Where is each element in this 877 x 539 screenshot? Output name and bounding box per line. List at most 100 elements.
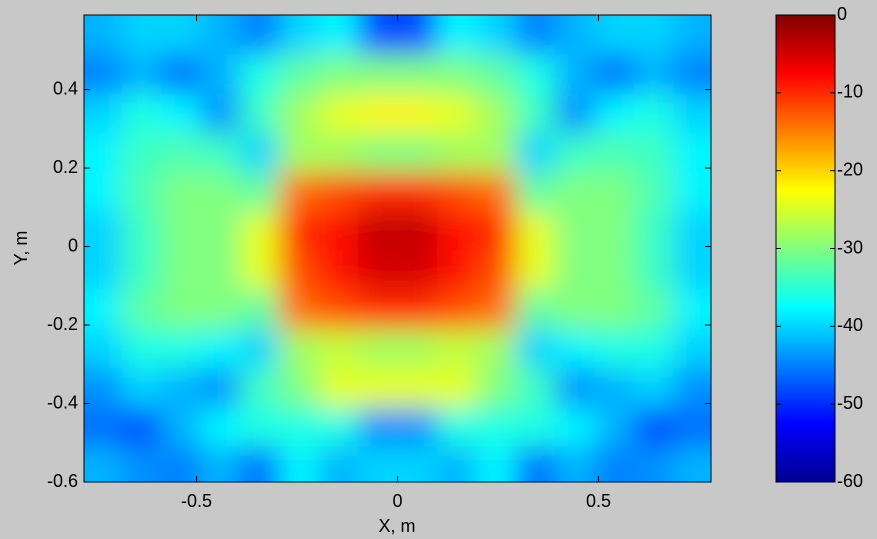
heatmap-cell bbox=[279, 211, 320, 251]
heatmap-cell bbox=[318, 289, 359, 330]
heatmap-cell bbox=[436, 368, 477, 408]
heatmap-cell bbox=[239, 54, 280, 94]
heatmap-cell bbox=[279, 368, 320, 408]
heatmap-cell bbox=[673, 15, 711, 55]
heatmap-cell bbox=[555, 132, 595, 173]
heatmap-cell bbox=[84, 368, 123, 408]
heatmap-cell bbox=[84, 93, 123, 134]
heatmap-cell bbox=[555, 446, 595, 482]
heatmap-cell bbox=[239, 328, 280, 369]
heatmap-cell bbox=[239, 289, 280, 330]
heatmap-cell bbox=[358, 328, 398, 369]
heatmap-cell bbox=[436, 407, 477, 448]
heatmap-cell bbox=[200, 54, 241, 94]
heatmap-cell bbox=[436, 132, 477, 173]
y-tick-label: -0.6 bbox=[47, 471, 78, 491]
heatmap-cell bbox=[555, 54, 595, 94]
heatmap-cell bbox=[633, 250, 674, 291]
heatmap-cell bbox=[515, 407, 556, 448]
y-tick-label: 0.4 bbox=[53, 78, 78, 98]
heatmap-cell bbox=[594, 211, 635, 251]
heatmap-cell bbox=[515, 54, 556, 94]
heatmap-cell bbox=[594, 289, 635, 330]
heatmap-cell bbox=[279, 171, 320, 212]
heatmap-cell bbox=[515, 250, 556, 291]
heatmap-cell bbox=[515, 15, 556, 55]
heatmap-cell bbox=[161, 211, 202, 251]
heatmap-cell bbox=[397, 15, 438, 55]
heatmap-cell bbox=[397, 328, 438, 369]
heatmap-cell bbox=[476, 407, 517, 448]
colorbar-tick-label: 0 bbox=[837, 4, 847, 24]
heatmap-cell bbox=[436, 171, 477, 212]
heatmap-cell bbox=[594, 171, 635, 212]
heatmap-cell bbox=[673, 407, 711, 448]
heatmap-cell bbox=[594, 328, 635, 369]
y-tick-label: -0.2 bbox=[47, 314, 78, 334]
heatmap-cell bbox=[84, 132, 123, 173]
heatmap-cell bbox=[161, 328, 202, 369]
heatmap-cell bbox=[279, 54, 320, 94]
heatmap-cell bbox=[84, 15, 123, 55]
heatmap-cell bbox=[515, 328, 556, 369]
heatmap-cell bbox=[633, 93, 674, 134]
heatmap-cell bbox=[318, 250, 359, 291]
heatmap-cell bbox=[397, 93, 438, 134]
y-tick-label: 0.2 bbox=[53, 157, 78, 177]
heatmap-cell bbox=[84, 446, 123, 482]
heatmap-cell bbox=[436, 54, 477, 94]
heatmap-cell bbox=[318, 446, 359, 482]
heatmap-cell bbox=[279, 15, 320, 55]
heatmap-cell bbox=[436, 93, 477, 134]
heatmap-cell bbox=[239, 93, 280, 134]
x-tick-label: -0.5 bbox=[181, 491, 212, 511]
heatmap-cell bbox=[318, 171, 359, 212]
heatmap-cell bbox=[161, 93, 202, 134]
heatmap-cell bbox=[476, 250, 517, 291]
heatmap-cell bbox=[555, 93, 595, 134]
heatmap-cell bbox=[555, 407, 595, 448]
heatmap-cell bbox=[673, 250, 711, 291]
heatmap-cell bbox=[594, 93, 635, 134]
heatmap-cell bbox=[200, 328, 241, 369]
heatmap-cell bbox=[239, 15, 280, 55]
heatmap-cell bbox=[397, 368, 438, 408]
heatmap-cell bbox=[397, 446, 438, 482]
heatmap-cell bbox=[84, 54, 123, 94]
heatmap-cell bbox=[318, 368, 359, 408]
heatmap-cell bbox=[594, 15, 635, 55]
heatmap-cell bbox=[515, 446, 556, 482]
heatmap-cell bbox=[161, 368, 202, 408]
heatmap-cell bbox=[476, 211, 517, 251]
heatmap-cell bbox=[673, 328, 711, 369]
heatmap-cell bbox=[594, 446, 635, 482]
colorbar-tick-label: -50 bbox=[837, 393, 863, 413]
heatmap-cell bbox=[200, 132, 241, 173]
heatmap-cell bbox=[397, 407, 438, 448]
heatmap-cell bbox=[515, 132, 556, 173]
heatmap-cell bbox=[121, 250, 162, 291]
heatmap-cell bbox=[200, 211, 241, 251]
heatmap-cell bbox=[633, 407, 674, 448]
heatmap-cell bbox=[594, 250, 635, 291]
heatmap-cell bbox=[84, 289, 123, 330]
heatmap-cell bbox=[673, 446, 711, 482]
y-tick-label: 0 bbox=[68, 235, 78, 255]
heatmap-cell bbox=[358, 368, 398, 408]
heatmap-cell bbox=[436, 446, 477, 482]
heatmap-cell bbox=[594, 132, 635, 173]
heatmap-cell bbox=[397, 250, 438, 291]
heatmap-cell bbox=[84, 328, 123, 369]
heatmap-cell bbox=[673, 211, 711, 251]
heatmap-cell bbox=[279, 289, 320, 330]
heatmap-cell bbox=[279, 93, 320, 134]
heatmap-cell bbox=[436, 15, 477, 55]
colorbar bbox=[775, 14, 836, 483]
heatmap-cell bbox=[476, 368, 517, 408]
heatmap-cell bbox=[358, 446, 398, 482]
heatmap-cell bbox=[436, 328, 477, 369]
colorbar-tick-label: -20 bbox=[837, 159, 863, 179]
heatmap-cell bbox=[161, 171, 202, 212]
heatmap-cell bbox=[239, 211, 280, 251]
